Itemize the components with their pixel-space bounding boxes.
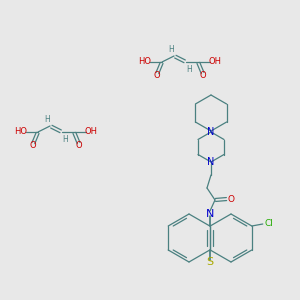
Text: HO: HO	[14, 128, 28, 136]
Text: H: H	[44, 115, 50, 124]
Text: H: H	[186, 64, 192, 74]
Text: N: N	[206, 209, 214, 219]
Text: S: S	[206, 257, 214, 267]
Text: O: O	[76, 142, 82, 151]
Text: O: O	[30, 142, 36, 151]
Text: O: O	[227, 194, 235, 203]
Text: O: O	[154, 71, 160, 80]
Text: N: N	[207, 157, 215, 167]
Text: H: H	[168, 44, 174, 53]
Text: H: H	[62, 134, 68, 143]
Text: HO: HO	[139, 58, 152, 67]
Text: Cl: Cl	[264, 220, 273, 229]
Text: N: N	[207, 127, 215, 137]
Text: OH: OH	[85, 128, 98, 136]
Text: OH: OH	[208, 58, 221, 67]
Text: O: O	[200, 71, 206, 80]
